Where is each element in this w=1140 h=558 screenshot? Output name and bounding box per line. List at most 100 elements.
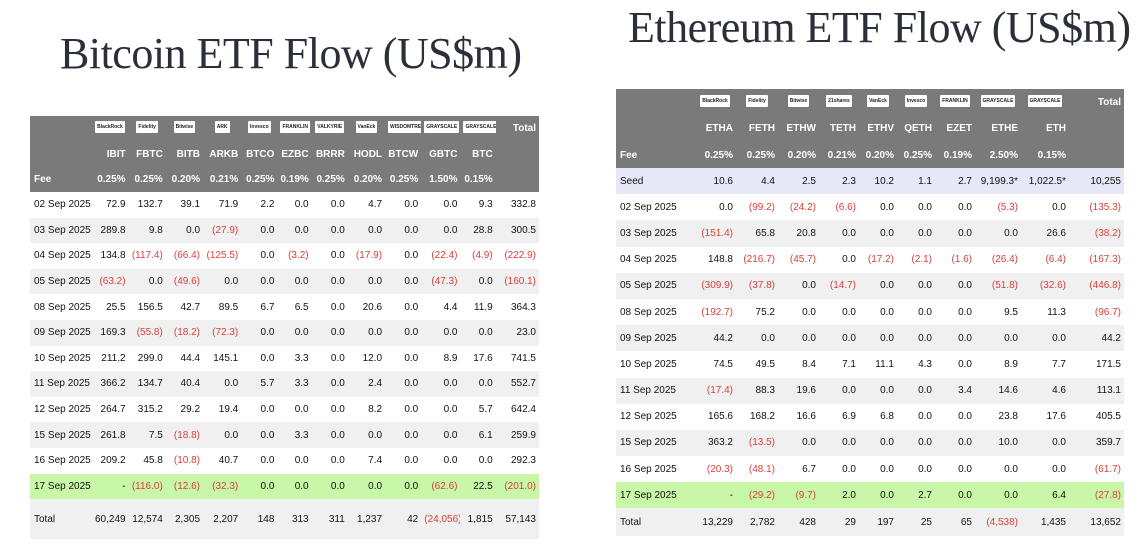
flow-cell: 20.6 — [347, 294, 386, 320]
flow-cell: 19.4 — [203, 396, 242, 423]
flow-cell: 134.8 — [91, 243, 129, 269]
flow-cell: 0.0 — [1021, 429, 1069, 457]
seed-cell: 1,022.5* — [1021, 168, 1069, 195]
flow-cell: (61.7) — [1069, 456, 1124, 483]
latest-flow-row: 17 Sep 2025- (116.0) (12.6) (32.3) 0.0 0.0 0.0… — [30, 473, 539, 500]
flow-cell: 0.0 — [778, 272, 819, 299]
date-cell: 05 Sep 2025 — [30, 268, 92, 295]
flow-cell: 0.0 — [935, 482, 975, 509]
flow-cell: 3.4 — [935, 377, 975, 404]
flow-cell: 0.0 — [241, 473, 278, 500]
fee-cell: 0.25% — [311, 167, 348, 192]
flow-cell: 0.0 — [819, 325, 859, 352]
flow-cell: 165.6 — [694, 403, 736, 430]
ticker-cell: ETHV — [859, 115, 897, 142]
flow-cell: 0.0 — [311, 192, 348, 218]
flow-cell: 0.0 — [935, 403, 975, 430]
flow-cell: 75.2 — [736, 298, 778, 326]
flow-cell: 0.0 — [241, 268, 278, 295]
flow-cell: 28.8 — [460, 217, 496, 244]
ticker-cell: ETHW — [778, 115, 819, 142]
flow-cell: 7.4 — [347, 447, 386, 474]
flow-cell: 741.5 — [495, 345, 539, 372]
flow-cell: 7.1 — [819, 351, 859, 378]
issuer-logo-cell: Fidelity — [736, 89, 778, 115]
flow-cell: 4.6 — [1021, 377, 1069, 404]
flow-cell: 0.0 — [819, 220, 859, 247]
flow-cell: 10.0 — [975, 429, 1021, 457]
fee-cell: 0.20% — [165, 167, 204, 192]
flow-cell: 6.8 — [859, 403, 897, 430]
total-cell: 2,782 — [736, 508, 778, 537]
flow-cell: (38.2) — [1069, 220, 1124, 247]
flow-cell: 0.0 — [897, 272, 935, 299]
flow-row: 03 Sep 2025 (151.4) 65.8 20.8 0.0 0.0 0.0 0.0 0.… — [616, 220, 1124, 247]
issuer-logo: GRAYSCALE — [1027, 94, 1063, 107]
seed-cell: Seed — [616, 168, 694, 195]
flow-cell: 0.0 — [859, 220, 897, 247]
flow-cell: 642.4 — [495, 396, 539, 423]
flow-cell: 25.5 — [91, 294, 129, 320]
flow-cell: 0.0 — [778, 429, 819, 457]
flow-row: 02 Sep 2025 72.9 132.7 39.1 71.9 2.2 0.0 0.0 4.7… — [30, 192, 539, 218]
flow-cell: (160.1) — [495, 268, 539, 295]
issuer-logo: GRAYSCALE — [424, 121, 460, 133]
flow-cell: 0.0 — [859, 482, 897, 509]
flow-cell: 0.0 — [421, 371, 461, 397]
flow-cell: 0.0 — [277, 319, 312, 346]
flow-cell: 0.0 — [859, 272, 897, 299]
flow-cell: 0.0 — [311, 243, 348, 269]
flow-cell: 23.8 — [975, 403, 1021, 430]
flow-cell: 0.0 — [347, 217, 386, 244]
flow-cell: (12.6) — [165, 473, 204, 500]
total-cell: 2,305 — [165, 499, 204, 540]
date-cell: 10 Sep 2025 — [616, 351, 694, 378]
flow-cell: (10.8) — [165, 447, 204, 474]
issuer-logo: GRAYSCALE — [980, 94, 1016, 107]
flow-cell: (125.5) — [203, 243, 242, 269]
flow-cell: 0.0 — [385, 447, 422, 474]
flow-cell: 0.0 — [421, 447, 461, 474]
seed-row: Seed 10.6 4.4 2.5 2.3 10.2 1.1 2.7 9,199.3* 1,022… — [616, 168, 1124, 195]
flow-cell: 14.6 — [975, 377, 1021, 404]
issuer-logo: BlackRock — [95, 121, 125, 133]
date-cell: 04 Sep 2025 — [30, 243, 92, 269]
date-cell: 04 Sep 2025 — [616, 246, 694, 273]
flow-cell: (32.6) — [1021, 272, 1069, 299]
flow-cell: 0.0 — [311, 371, 348, 397]
flow-row: 16 Sep 2025 (20.3) (48.1) 6.7 0.0 0.0 0.0 0.0 0.… — [616, 456, 1124, 483]
flow-cell: 0.0 — [897, 456, 935, 483]
flow-cell: (45.7) — [778, 246, 819, 273]
issuer-logo: 21shares — [826, 94, 852, 107]
flow-cell: (18.2) — [165, 319, 204, 346]
ticker-cell: FBTC — [128, 141, 166, 167]
flow-cell: 8.9 — [421, 345, 461, 372]
flow-row: 04 Sep 2025 148.8 (216.7) (45.7) 0.0 (17.2) (2… — [616, 246, 1124, 273]
flow-cell: 0.0 — [203, 422, 242, 448]
flow-cell: (4.9) — [460, 243, 496, 269]
flow-cell: 0.0 — [975, 325, 1021, 352]
ticker-cell: ETH — [1021, 115, 1069, 142]
flow-cell: 0.0 — [975, 482, 1021, 509]
flow-cell: 132.7 — [128, 192, 166, 218]
flow-cell: 20.8 — [778, 220, 819, 247]
flow-cell: 405.5 — [1069, 403, 1124, 430]
total-cell: Total — [616, 508, 694, 537]
flow-cell: 0.0 — [385, 217, 422, 244]
flow-cell: 11.9 — [460, 294, 496, 320]
flow-row: 16 Sep 2025 209.2 45.8 (10.8) 40.7 0.0 0.0 0.0 7… — [30, 447, 539, 474]
flow-cell: 0.0 — [1021, 456, 1069, 483]
flow-cell: 0.0 — [311, 422, 348, 448]
flow-cell: (9.7) — [778, 482, 819, 509]
flow-cell: 0.0 — [203, 371, 242, 397]
flow-cell: 299.0 — [128, 345, 166, 372]
issuer-logo: Invesco — [904, 94, 928, 107]
flow-cell: 4.3 — [897, 351, 935, 378]
flow-cell: 292.3 — [495, 447, 539, 474]
flow-cell: 264.7 — [91, 396, 129, 423]
date-cell: 10 Sep 2025 — [30, 345, 92, 372]
flow-cell: 0.0 — [385, 192, 422, 218]
flow-row: 08 Sep 2025 25.5 156.5 42.7 89.5 6.7 6.5 0.0 20.… — [30, 294, 539, 320]
date-cell: 15 Sep 2025 — [616, 429, 694, 457]
issuer-logo-cell: WISDOMTREE — [385, 116, 422, 141]
